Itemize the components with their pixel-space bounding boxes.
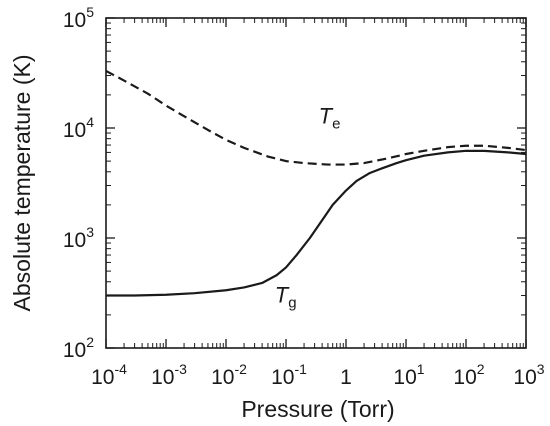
y-tick-label: 104 (63, 114, 94, 142)
x-tick-label: 101 (393, 361, 424, 389)
series-label-t-e: Te (319, 103, 341, 132)
x-tick-label: 103 (513, 361, 544, 389)
series-line-t-g (106, 149, 527, 297)
x-axis-title: Pressure (Torr) (241, 396, 394, 422)
x-tick-label: 1 (340, 366, 352, 389)
x-tick-label: 10-3 (151, 361, 187, 389)
plot-frame (105, 17, 527, 349)
y-tick-label: 105 (63, 4, 94, 32)
x-tick-label: 10-2 (211, 361, 247, 389)
series-line-t-e (105, 69, 527, 166)
axis-ticks (105, 17, 527, 349)
y-tick-label: 102 (63, 334, 94, 362)
x-tick-label: 10-4 (91, 361, 127, 389)
series-layer (105, 69, 527, 297)
x-tick-label: 10-1 (271, 361, 307, 389)
x-tick-label: 102 (453, 361, 484, 389)
y-axis-title: Absolute temperature (K) (9, 55, 35, 312)
series-label-t-g: Tg (275, 282, 297, 311)
tick-labels: 10-4 10-3 10-2 10-1 1 101 102 103 102 103 104 105 Te… (63, 4, 545, 389)
y-tick-label: 103 (63, 224, 94, 252)
